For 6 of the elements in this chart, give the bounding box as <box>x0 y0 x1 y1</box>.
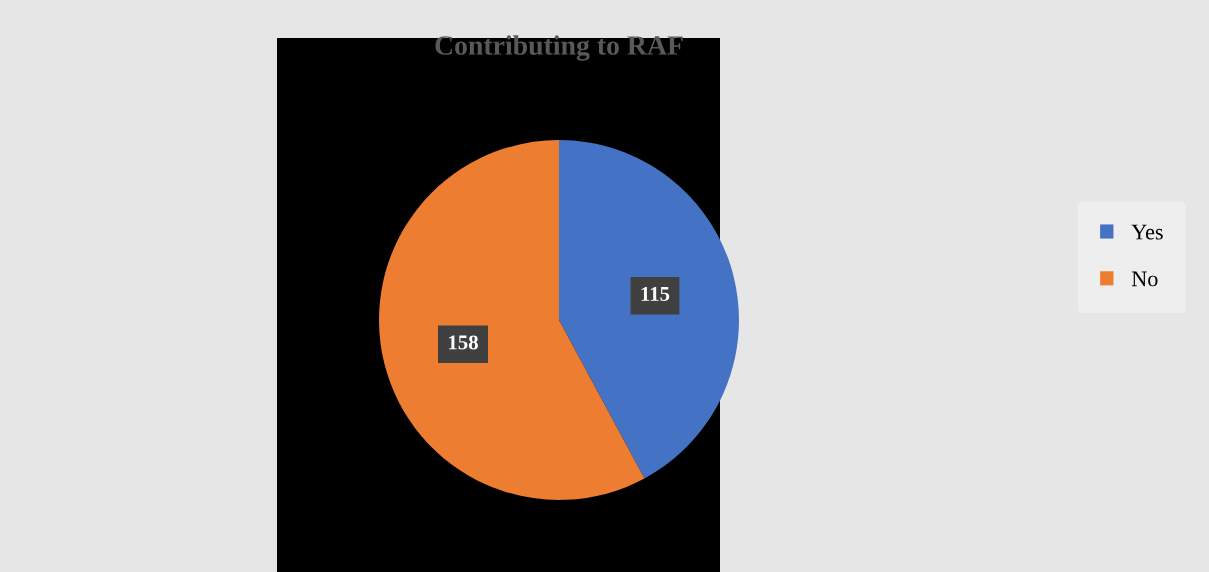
legend-label: Yes <box>1131 224 1163 240</box>
chart-title: Contributing to RAF <box>435 35 683 61</box>
data-label: 158 <box>449 335 478 350</box>
data-label: 115 <box>641 287 670 301</box>
legend-label: No <box>1131 271 1158 287</box>
pie-slice <box>559 140 739 479</box>
